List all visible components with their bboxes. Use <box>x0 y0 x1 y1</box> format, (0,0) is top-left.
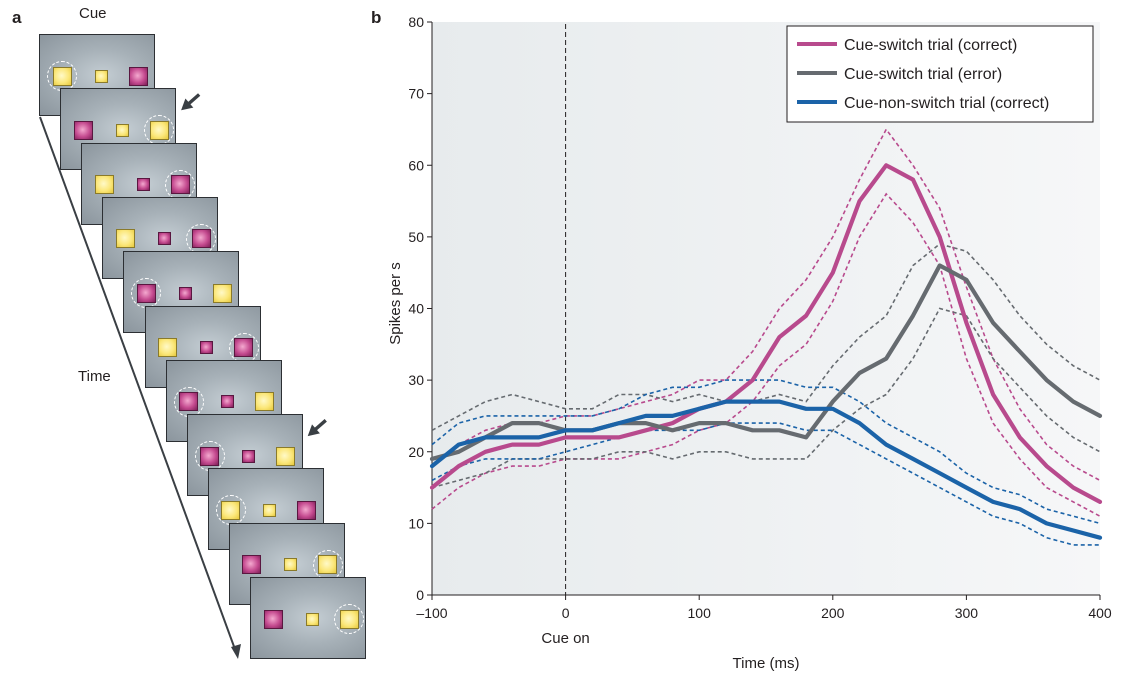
cue-label: Cue <box>79 5 107 22</box>
series-1-upper-bound <box>431 127 1101 482</box>
cue-on-annotation: Cue on <box>541 630 589 647</box>
yellow-square <box>263 503 277 517</box>
x-tick-label: –100 <box>416 605 447 621</box>
magenta-square <box>128 66 148 86</box>
x-tick-label: 300 <box>955 605 979 621</box>
stimulus-frame <box>39 34 155 116</box>
legend-entry: Cue-switch trial (correct) <box>844 37 1017 54</box>
series-3-line <box>429 399 1103 540</box>
yellow-square <box>255 392 275 412</box>
y-tick-label: 50 <box>408 229 424 245</box>
legend-entry: Cue-switch trial (error) <box>844 66 1002 83</box>
magenta-square <box>297 500 317 520</box>
magenta-square <box>242 449 256 463</box>
x-tick-label: 400 <box>1088 605 1112 621</box>
y-tick-label: 20 <box>408 444 424 460</box>
yellow-square <box>305 612 319 626</box>
cue-ring <box>334 604 364 634</box>
x-axis-label: Time (ms) <box>733 655 800 672</box>
series-3-upper-bound <box>431 379 1101 525</box>
y-tick-label: 10 <box>408 515 424 531</box>
magenta-square <box>242 555 262 575</box>
yellow-square <box>284 558 298 572</box>
series-2-lower-bound <box>431 307 1101 489</box>
y-tick-label: 30 <box>408 372 424 388</box>
x-tick-label: 0 <box>562 605 570 621</box>
y-tick-label: 0 <box>416 587 424 603</box>
x-tick-label: 100 <box>688 605 712 621</box>
time-label: Time <box>78 368 111 385</box>
series-3-lower-bound <box>431 422 1100 546</box>
y-axis-label: Spikes per s <box>387 262 404 345</box>
panel-b-label: b <box>371 8 382 27</box>
series-2-line <box>429 263 1103 461</box>
y-tick-label: 40 <box>408 301 424 317</box>
y-tick-label: 80 <box>408 14 424 30</box>
panel-a-label: a <box>12 8 22 27</box>
magenta-square <box>263 609 283 629</box>
series-1-line <box>429 163 1103 504</box>
stimulus-frame <box>250 577 366 659</box>
legend-entry: Cue-non-switch trial (correct) <box>844 95 1049 112</box>
series-1-lower-bound <box>431 192 1101 517</box>
y-tick-label: 60 <box>408 157 424 173</box>
yellow-square <box>94 69 108 83</box>
y-tick-label: 70 <box>408 86 424 102</box>
legend-box <box>786 25 1094 123</box>
x-tick-label: 200 <box>821 605 845 621</box>
series-2-upper-bound <box>431 243 1101 432</box>
yellow-square <box>276 446 296 466</box>
